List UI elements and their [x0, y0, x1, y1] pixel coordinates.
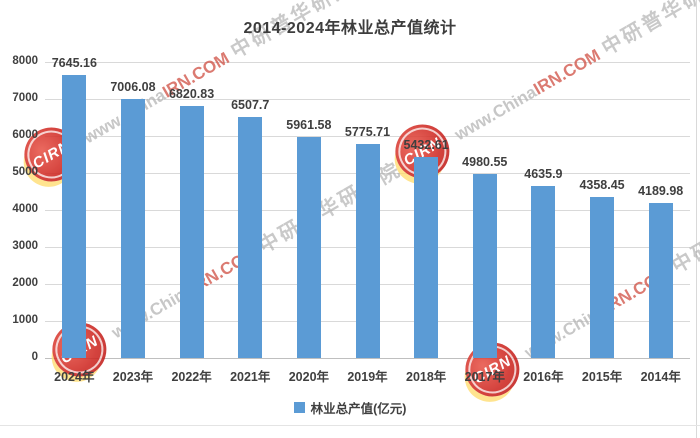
y-axis: 0 1000 2000 3000 4000 5000 6000 7000 8000 [0, 55, 38, 363]
bar-2014年 [648, 202, 673, 358]
y-tick-label: 6000 [12, 129, 38, 141]
gridline [45, 136, 690, 137]
data-label: 5775.71 [344, 125, 391, 140]
data-label: 5432.61 [403, 137, 449, 152]
x-tick-label: 2019年 [347, 370, 388, 384]
bar-2024年 [62, 75, 87, 358]
data-label: 7006.08 [110, 79, 156, 94]
x-tick-label: 2024年 [54, 370, 95, 384]
chart-frame-right-border [696, 0, 697, 438]
y-tick-label: 8000 [12, 55, 38, 67]
legend-swatch-icon [293, 402, 305, 413]
bar-2018年 [414, 157, 439, 358]
bar-2022年 [179, 105, 204, 358]
gridline [45, 99, 690, 100]
x-tick-label: 2023年 [112, 370, 154, 384]
data-label: 5961.58 [286, 118, 332, 133]
x-tick-label: 2020年 [288, 370, 330, 384]
y-tick-label: 4000 [12, 203, 38, 215]
x-tick-label: 2018年 [406, 370, 447, 384]
y-tick-label: 2000 [12, 277, 38, 289]
y-tick-label: 1000 [12, 314, 38, 326]
data-label: 6820.83 [168, 86, 215, 101]
y-tick-label: 7000 [12, 92, 38, 104]
x-tick-label: 2022年 [171, 370, 212, 384]
bar-2020年 [296, 137, 321, 358]
bar-2016年 [531, 186, 556, 358]
x-tick-label: 2016年 [523, 370, 564, 384]
chart-title: 2014-2024年林业总产值统计 [243, 20, 457, 37]
y-tick-label: 0 [31, 351, 38, 363]
data-label: 4358.45 [579, 177, 625, 192]
x-axis: 2024年 2023年 2022年 2021年 2020年 2019年 2018年 2017年… [45, 366, 690, 385]
x-tick-label: 2014年 [640, 370, 681, 384]
data-label: 7645.16 [51, 56, 97, 71]
x-tick-label: 2017年 [464, 370, 505, 384]
data-label: 4980.55 [462, 154, 508, 169]
data-label: 6507.7 [231, 98, 270, 113]
chart-frame-bottom-border [0, 425, 700, 426]
gridline [45, 62, 690, 63]
plot-area: 7645.16 7006.08 6820.83 6507.7 5961.58 5775.7… [45, 56, 690, 359]
y-tick-label: 5000 [12, 166, 38, 178]
x-tick-label: 2015年 [581, 370, 623, 384]
bar-2021年 [238, 117, 263, 358]
legend-label: 林业总产值(亿元) [310, 402, 407, 416]
bar-2017年 [472, 173, 497, 358]
data-label: 4635.9 [524, 167, 563, 182]
x-axis-line [45, 358, 690, 359]
legend: 林业总产值(亿元) [0, 398, 700, 417]
data-label: 4189.98 [638, 183, 684, 198]
x-tick-label: 2021年 [230, 370, 271, 384]
bar-2015年 [590, 196, 615, 358]
y-tick-label: 3000 [12, 240, 38, 252]
bar-2023年 [120, 98, 145, 358]
bar-2019年 [355, 144, 380, 358]
